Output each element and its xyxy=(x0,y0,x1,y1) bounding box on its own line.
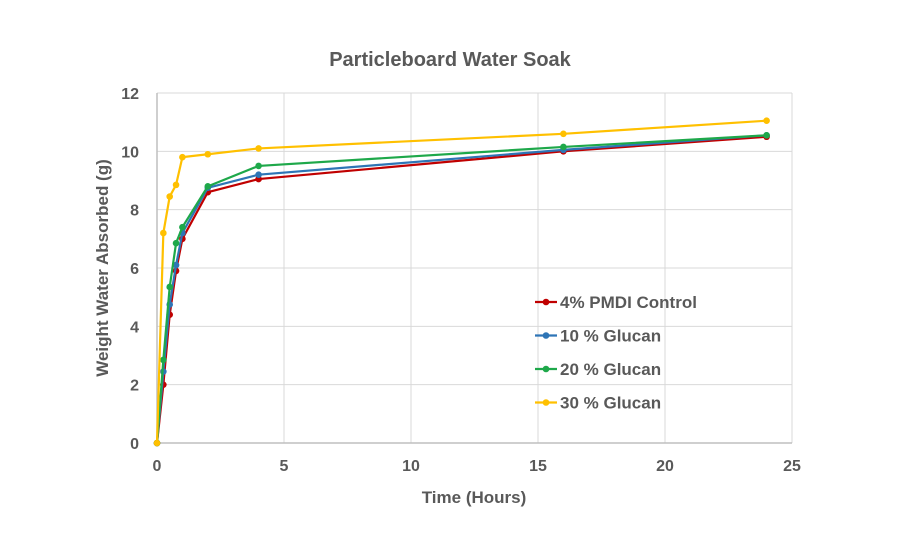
data-point xyxy=(166,283,173,291)
x-tick-label: 20 xyxy=(656,458,674,475)
x-tick-label: 10 xyxy=(402,458,420,475)
y-tick-label: 8 xyxy=(130,203,139,220)
data-point xyxy=(166,193,173,200)
x-tick-label: 0 xyxy=(153,458,162,475)
y-tick-label: 0 xyxy=(130,436,139,453)
data-point xyxy=(204,150,212,158)
y-tick-label: 12 xyxy=(121,86,139,103)
x-tick-label: 25 xyxy=(783,458,801,475)
y-tick-label: 10 xyxy=(121,144,139,161)
chart-title: Particleboard Water Soak xyxy=(329,49,571,71)
legend-marker xyxy=(542,332,550,339)
data-point xyxy=(172,239,180,247)
data-point xyxy=(160,356,167,364)
data-point xyxy=(160,229,167,237)
data-point xyxy=(560,143,567,151)
data-point xyxy=(153,439,161,447)
data-point xyxy=(204,183,212,190)
legend: 4% PMDI Control 10 % Glucan 20 % Glucan 30 … xyxy=(535,293,697,413)
data-point xyxy=(255,162,262,170)
x-axis-label: Time (Hours) xyxy=(422,488,527,507)
x-tick-label: 5 xyxy=(280,458,289,475)
y-tick-label: 6 xyxy=(130,261,139,278)
legend-marker xyxy=(542,399,550,406)
legend-marker xyxy=(542,298,550,306)
series-line xyxy=(155,135,767,444)
data-point xyxy=(179,153,186,161)
legend-label: 30 % Glucan xyxy=(560,394,661,413)
data-point xyxy=(763,117,770,125)
legend-label: 10 % Glucan xyxy=(560,327,661,346)
y-tick-label: 2 xyxy=(130,378,139,395)
data-point xyxy=(172,181,180,189)
data-point xyxy=(179,223,186,231)
data-point xyxy=(172,261,180,269)
data-point xyxy=(560,130,567,138)
y-tick-label: 4 xyxy=(130,319,139,336)
legend-label: 4% PMDI Control xyxy=(560,293,697,312)
legend-label: 20 % Glucan xyxy=(560,360,661,379)
legend-marker xyxy=(542,365,550,373)
data-point xyxy=(255,145,262,152)
y-axis-label: Weight Water Absorbed (g) xyxy=(93,159,112,377)
x-tick-label: 15 xyxy=(529,458,547,475)
data-point xyxy=(255,171,262,178)
data-point xyxy=(763,131,770,139)
